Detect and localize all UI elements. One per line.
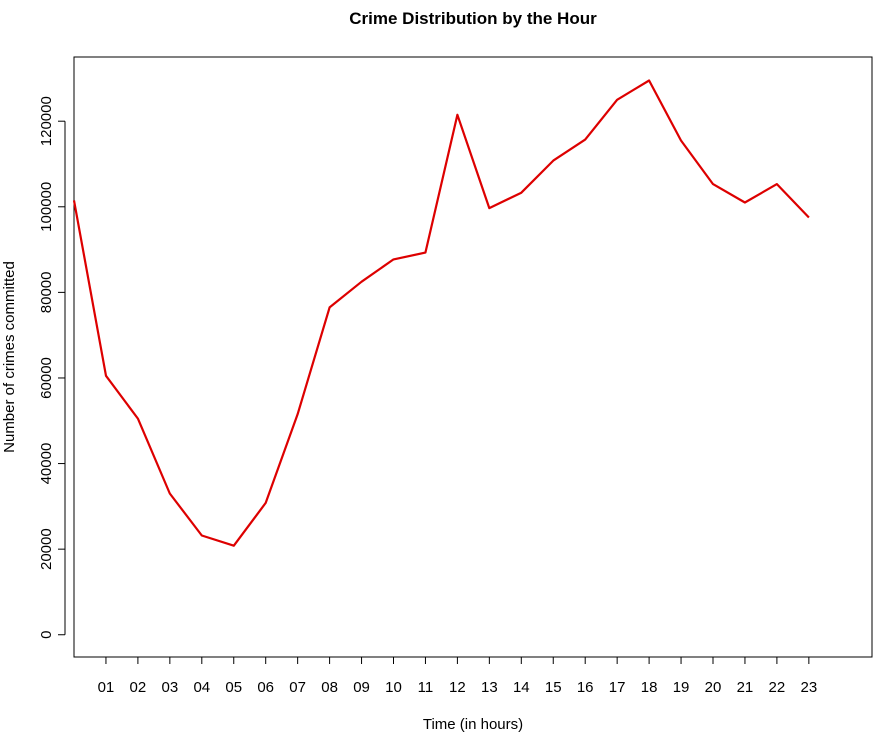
x-tick-label: 05: [225, 679, 242, 696]
y-tick-label: 20000: [38, 528, 55, 570]
x-tick-label: 23: [801, 679, 818, 696]
x-tick-label: 07: [289, 679, 306, 696]
x-tick-label: 22: [769, 679, 786, 696]
x-tick-label: 04: [193, 679, 210, 696]
x-tick-label: 15: [545, 679, 562, 696]
y-tick-label: 0: [38, 631, 55, 639]
x-tick-label: 21: [737, 679, 754, 696]
series-layer: [72, 79, 810, 547]
y-tick-label: 120000: [38, 96, 55, 146]
x-tick-label: 11: [418, 679, 434, 696]
x-axis-label: Time (in hours): [423, 716, 523, 733]
x-tick-label: 03: [162, 679, 179, 696]
x-axis: 01 02 03 04 05 06 07 08 09 10 11 12 13 14 15 16 17 18 19 20…: [98, 656, 818, 696]
y-tick-label: 60000: [38, 357, 55, 399]
x-tick-label: 10: [385, 679, 402, 696]
x-tick-label: 01: [98, 679, 115, 696]
y-axis-label: Number of crimes committed: [1, 261, 18, 453]
plot-frame: [73, 56, 873, 658]
y-axis: 0 20000 40000 60000 80000 100000 120000: [38, 96, 66, 639]
x-tick-label: 17: [609, 679, 626, 696]
x-tick-label: 09: [353, 679, 370, 696]
chart-title: Crime Distribution by the Hour: [349, 9, 597, 28]
x-tick-label: 13: [481, 679, 498, 696]
x-tick-label: 18: [641, 679, 658, 696]
y-tick-label: 80000: [38, 272, 55, 314]
x-tick-label: 02: [130, 679, 147, 696]
x-tick-label: 06: [257, 679, 274, 696]
x-tick-label: 08: [321, 679, 338, 696]
x-tick-label: 12: [449, 679, 466, 696]
y-tick-label: 100000: [38, 182, 55, 232]
series-line: [72, 79, 810, 547]
x-tick-label: 20: [705, 679, 722, 696]
x-tick-label: 19: [673, 679, 690, 696]
x-tick-label: 16: [577, 679, 594, 696]
y-tick-label: 40000: [38, 443, 55, 485]
x-tick-label: 14: [513, 679, 530, 696]
